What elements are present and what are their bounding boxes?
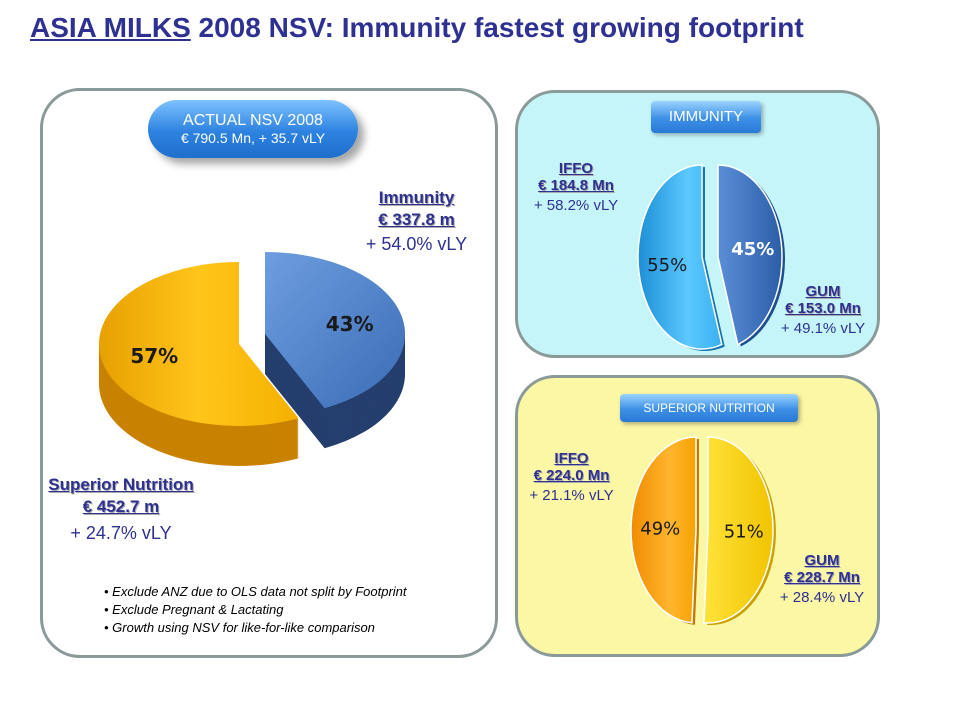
main-pie-slice-immunity xyxy=(265,252,405,409)
actual-nsv-value: € 790.5 Mn, + 35.7 vLY xyxy=(180,130,326,146)
immunity-label: Immunity € 337.8 m + 54.0% vLY xyxy=(354,188,479,255)
sup-gum-name: GUM xyxy=(804,552,840,569)
main-pie-label: 57% xyxy=(130,344,178,368)
imm-gum-name: GUM xyxy=(805,283,841,300)
sup-iffo-growth: + 21.1% vLY xyxy=(529,487,614,504)
immunity-pie-chart: 45% 55% xyxy=(637,164,785,351)
sup-gum-label: GUM € 228.7 Mn + 28.4% vLY xyxy=(764,552,880,606)
imm-iffo-name: IFFO xyxy=(558,160,594,177)
footnote: • Exclude ANZ due to OLS data not split … xyxy=(104,584,407,599)
footnotes: • Exclude ANZ due to OLS data not split … xyxy=(104,584,407,638)
imm-pie-label: 55% xyxy=(647,255,687,276)
immunity-tag: IMMUNITY xyxy=(651,101,761,133)
imm-gum-value: € 153.0 Mn xyxy=(785,300,861,317)
footnote: • Exclude Pregnant & Lactating xyxy=(104,602,284,617)
sup-iffo-label: IFFO € 224.0 Mn + 21.1% vLY xyxy=(514,450,629,504)
main-pie-chart: 43% 57% xyxy=(98,252,406,466)
sup-iffo-value: € 224.0 Mn xyxy=(533,467,610,484)
page-title: ASIA MILKS 2008 NSV: Immunity fastest gr… xyxy=(30,12,804,43)
superior-label: Superior Nutrition € 452.7 m + 24.7% vLY xyxy=(35,475,207,544)
imm-iffo-growth: + 58.2% vLY xyxy=(533,197,619,214)
imm-pie-label: 45% xyxy=(731,239,774,260)
imm-gum-label: GUM € 153.0 Mn + 49.1% vLY xyxy=(766,283,880,337)
imm-slice-gum xyxy=(717,164,783,346)
imm-iffo-value: € 184.8 Mn xyxy=(538,177,614,194)
sup-pie-label: 49% xyxy=(640,518,680,539)
main-pie-slice-superior xyxy=(99,262,299,427)
sup-slice-iffo xyxy=(630,436,697,624)
imm-gum-growth: + 49.1% vLY xyxy=(780,320,866,337)
actual-nsv-title: ACTUAL NSV 2008 xyxy=(183,112,323,129)
immunity-growth: + 54.0% vLY xyxy=(365,234,468,254)
superior-tag: SUPERIOR NUTRITION xyxy=(620,394,798,422)
sup-iffo-name: IFFO xyxy=(554,450,589,467)
imm-iffo-label: IFFO € 184.8 Mn + 58.2% vLY xyxy=(520,160,632,214)
superior-value: € 452.7 m xyxy=(82,497,160,516)
superior-pie-chart: 51% 49% xyxy=(630,436,776,625)
imm-slice-iffo xyxy=(637,164,723,350)
sup-gum-growth: + 28.4% vLY xyxy=(779,589,865,606)
sup-slice-gum xyxy=(703,436,774,624)
immunity-value: € 337.8 m xyxy=(378,210,455,229)
main-pie-label: 43% xyxy=(326,312,374,336)
immunity-name: Immunity xyxy=(378,188,455,207)
sup-gum-value: € 228.7 Mn xyxy=(784,569,860,586)
actual-nsv-badge: ACTUAL NSV 2008 € 790.5 Mn, + 35.7 vLY xyxy=(148,100,358,158)
superior-name: Superior Nutrition xyxy=(48,475,194,494)
superior-growth: + 24.7% vLY xyxy=(70,523,172,543)
sup-pie-label: 51% xyxy=(724,522,764,543)
footnote: • Growth using NSV for like-for-like com… xyxy=(104,620,375,635)
